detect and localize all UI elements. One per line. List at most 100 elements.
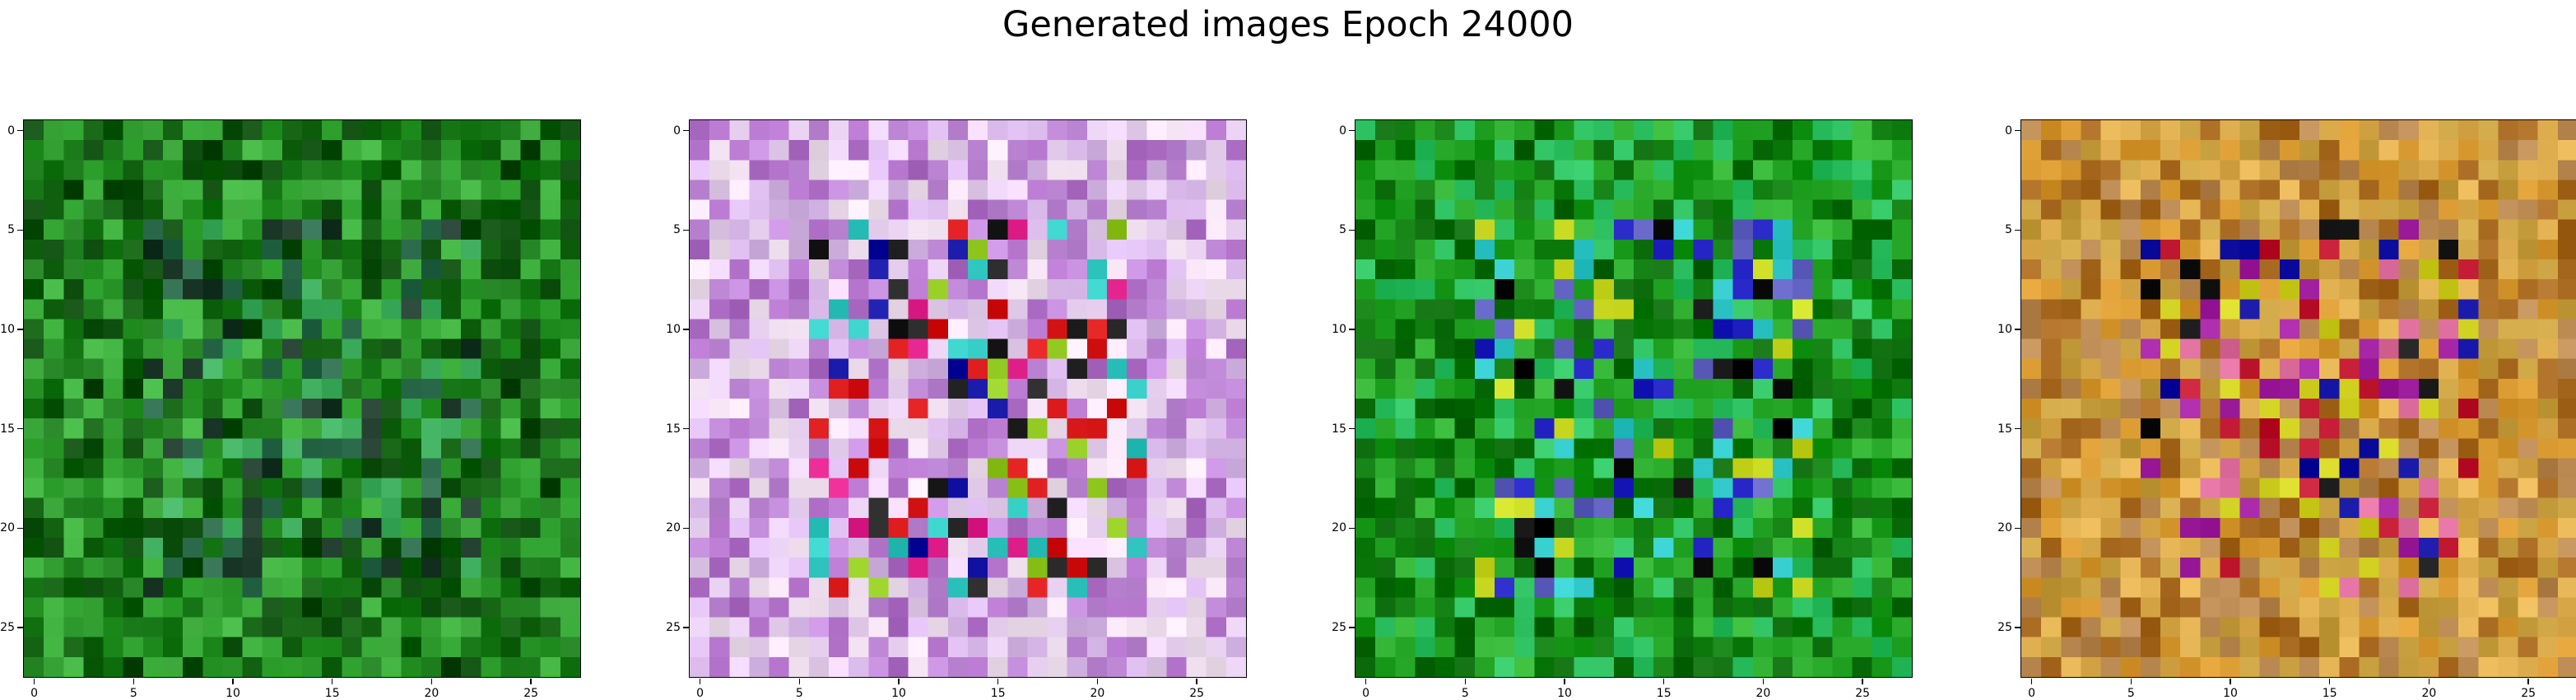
y-tick-label: 25 — [648, 622, 681, 633]
y-tick-label: 15 — [0, 423, 15, 435]
x-tick-label: 15 — [316, 688, 349, 699]
x-tick-label: 10 — [216, 688, 249, 699]
x-tick-mark — [997, 679, 999, 684]
x-tick-mark — [530, 679, 532, 684]
y-tick-label: 5 — [648, 224, 681, 236]
y-tick-label: 25 — [0, 622, 15, 633]
y-tick-label: 5 — [1314, 224, 1346, 236]
generated-image-3 — [1355, 119, 1913, 678]
y-tick-mark — [683, 130, 689, 132]
y-tick-label: 10 — [1979, 324, 2012, 335]
x-tick-label: 10 — [2214, 688, 2247, 699]
x-tick-label: 20 — [2412, 688, 2445, 699]
y-tick-label: 20 — [0, 522, 15, 534]
x-tick-mark — [700, 679, 701, 684]
x-tick-label: 25 — [1180, 688, 1213, 699]
x-tick-label: 20 — [415, 688, 448, 699]
x-tick-label: 20 — [1746, 688, 1779, 699]
x-tick-label: 25 — [2512, 688, 2545, 699]
y-tick-mark — [17, 528, 23, 530]
x-tick-mark — [2230, 679, 2231, 684]
y-tick-mark — [17, 428, 23, 430]
y-tick-mark — [1349, 130, 1355, 132]
y-tick-label: 15 — [1979, 423, 2012, 435]
x-tick-label: 15 — [1648, 688, 1681, 699]
y-tick-mark — [2015, 230, 2020, 231]
x-tick-mark — [1196, 679, 1197, 684]
y-tick-label: 5 — [0, 224, 15, 236]
x-tick-label: 5 — [117, 688, 150, 699]
y-tick-mark — [17, 130, 23, 132]
y-tick-mark — [2015, 130, 2020, 132]
x-tick-label: 5 — [783, 688, 816, 699]
x-tick-mark — [232, 679, 234, 684]
y-tick-label: 20 — [1979, 522, 2012, 534]
image-pixels — [2021, 120, 2576, 677]
y-tick-mark — [2015, 528, 2020, 530]
y-tick-label: 10 — [648, 324, 681, 335]
y-tick-mark — [683, 428, 689, 430]
generated-image-4 — [2020, 119, 2576, 678]
generated-image-1 — [23, 119, 581, 678]
y-tick-label: 0 — [1979, 125, 2012, 137]
y-tick-mark — [1349, 528, 1355, 530]
y-tick-label: 15 — [648, 423, 681, 435]
y-tick-mark — [17, 230, 23, 231]
x-tick-mark — [332, 679, 333, 684]
x-tick-label: 0 — [2016, 688, 2048, 699]
y-tick-label: 10 — [1314, 324, 1346, 335]
y-tick-label: 0 — [1314, 125, 1346, 137]
x-tick-mark — [2429, 679, 2430, 684]
image-pixels — [24, 120, 580, 677]
x-tick-label: 10 — [882, 688, 915, 699]
image-pixels — [1355, 120, 1912, 677]
x-tick-label: 5 — [1448, 688, 1481, 699]
x-tick-mark — [1862, 679, 1863, 684]
y-tick-mark — [683, 627, 689, 628]
x-tick-mark — [431, 679, 433, 684]
x-tick-mark — [1365, 679, 1367, 684]
x-tick-mark — [2131, 679, 2132, 684]
x-tick-label: 20 — [1081, 688, 1114, 699]
x-tick-label: 25 — [514, 688, 547, 699]
generated-image-2 — [689, 119, 1247, 678]
figure-title: Generated images Epoch 24000 — [0, 0, 2576, 49]
x-tick-mark — [133, 679, 135, 684]
y-tick-label: 0 — [0, 125, 15, 137]
y-tick-label: 20 — [1314, 522, 1346, 534]
y-tick-label: 15 — [1314, 423, 1346, 435]
y-tick-label: 5 — [1979, 224, 2012, 236]
x-tick-mark — [898, 679, 900, 684]
x-tick-mark — [1663, 679, 1665, 684]
y-tick-mark — [17, 329, 23, 330]
y-tick-label: 10 — [0, 324, 15, 335]
x-tick-mark — [2329, 679, 2331, 684]
y-tick-label: 20 — [648, 522, 681, 534]
x-tick-mark — [799, 679, 801, 684]
x-tick-mark — [2031, 679, 2033, 684]
x-tick-label: 25 — [1846, 688, 1879, 699]
x-tick-mark — [2527, 679, 2529, 684]
x-tick-mark — [1465, 679, 1467, 684]
y-tick-mark — [1349, 627, 1355, 628]
x-tick-label: 15 — [982, 688, 1015, 699]
y-tick-mark — [2015, 627, 2020, 628]
x-tick-label: 0 — [1350, 688, 1383, 699]
y-tick-mark — [1349, 230, 1355, 231]
y-tick-mark — [1349, 428, 1355, 430]
x-tick-label: 0 — [684, 688, 717, 699]
x-tick-mark — [1564, 679, 1565, 684]
x-tick-label: 15 — [2313, 688, 2346, 699]
x-tick-mark — [34, 679, 35, 684]
x-tick-label: 5 — [2114, 688, 2147, 699]
y-tick-label: 25 — [1979, 622, 2012, 633]
image-pixels — [690, 120, 1246, 677]
y-tick-mark — [2015, 428, 2020, 430]
x-tick-label: 10 — [1548, 688, 1581, 699]
y-tick-mark — [17, 627, 23, 628]
y-tick-mark — [683, 528, 689, 530]
y-tick-label: 25 — [1314, 622, 1346, 633]
y-tick-mark — [683, 329, 689, 330]
y-tick-mark — [683, 230, 689, 231]
x-tick-mark — [1763, 679, 1765, 684]
